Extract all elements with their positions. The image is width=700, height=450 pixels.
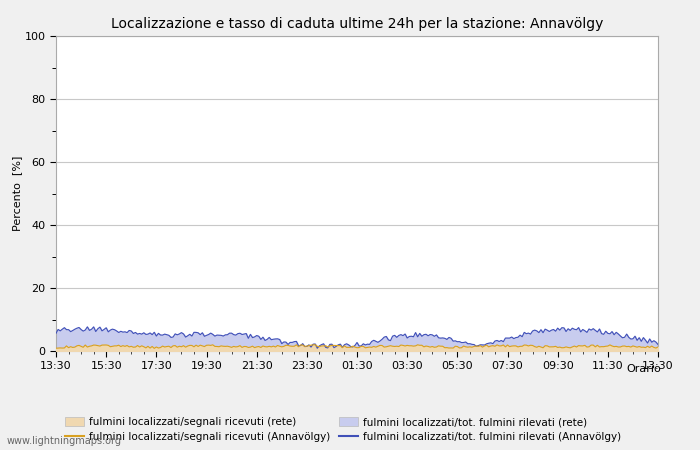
Text: Orario: Orario [626,364,662,374]
Legend: fulmini localizzati/segnali ricevuti (rete), fulmini localizzati/segnali ricevut: fulmini localizzati/segnali ricevuti (re… [61,413,625,446]
Text: www.lightningmaps.org: www.lightningmaps.org [7,436,122,446]
Title: Localizzazione e tasso di caduta ultime 24h per la stazione: Annavölgy: Localizzazione e tasso di caduta ultime … [111,17,603,31]
Y-axis label: Percento  [%]: Percento [%] [12,156,22,231]
